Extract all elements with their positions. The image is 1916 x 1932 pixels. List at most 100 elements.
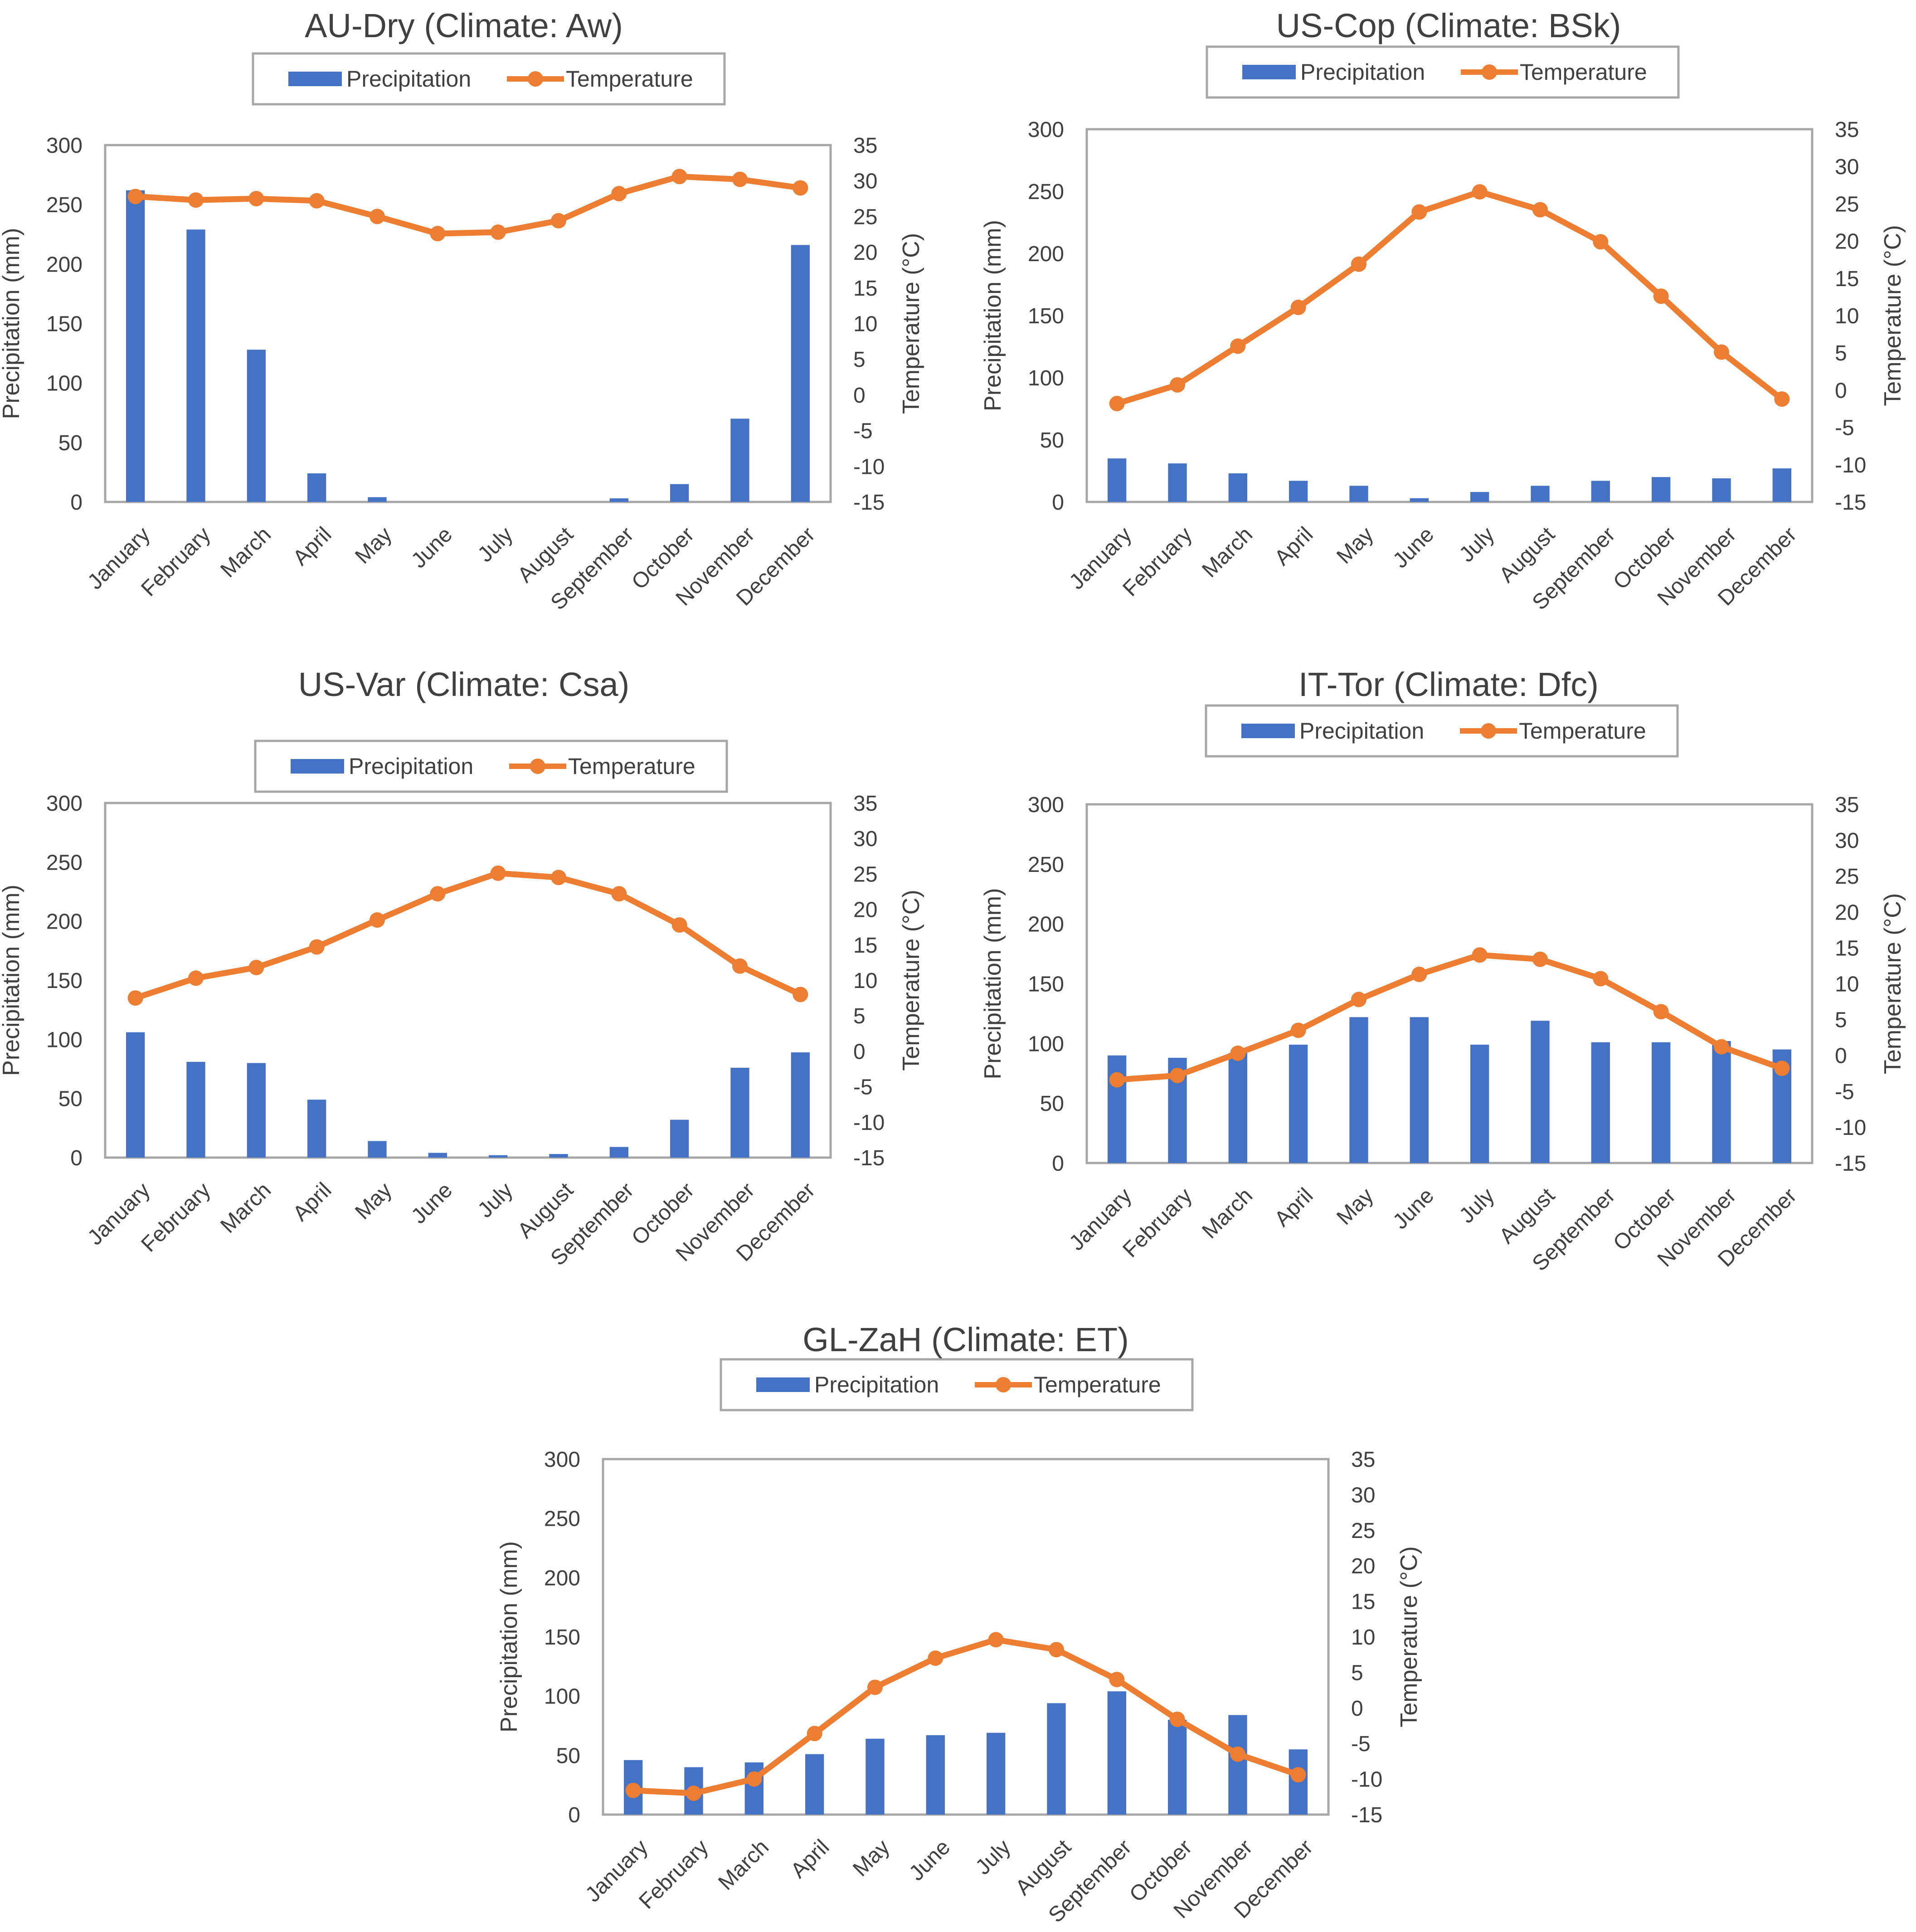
y-tick-label: 100 [1028, 1032, 1064, 1056]
temperature-point [1230, 338, 1246, 354]
y2-tick-label: 0 [853, 384, 866, 408]
y2-tick-label: -15 [853, 491, 885, 515]
precipitation-bar [489, 1155, 508, 1158]
precipitation-bar [987, 1732, 1006, 1815]
legend-precipitation-swatch [1241, 724, 1295, 738]
x-tick-label: July [1455, 522, 1499, 567]
y-tick-label: 50 [1040, 428, 1064, 453]
y2-tick-label: -10 [1835, 453, 1866, 477]
y2-tick-label: -5 [1835, 416, 1854, 440]
precipitation-bar [670, 1119, 689, 1158]
temperature-point [490, 224, 506, 240]
x-tick-label: July [971, 1835, 1016, 1879]
precipitation-bar [247, 1063, 266, 1158]
y2-tick-label: 20 [1835, 900, 1859, 925]
y2-tick-label: 15 [853, 934, 877, 958]
temperature-point [746, 1771, 762, 1787]
y2-tick-label: 35 [1835, 793, 1859, 817]
temperature-point [1653, 288, 1669, 304]
y2-tick-label: 10 [853, 969, 877, 993]
temperature-point [1230, 1045, 1246, 1061]
temperature-point [1109, 1072, 1125, 1088]
y2-tick-label: 0 [853, 1040, 866, 1064]
temperature-line [633, 1636, 1299, 1796]
y-tick-label: 150 [1028, 304, 1064, 328]
chart-title: GL-ZaH (Climate: ET) [802, 1321, 1129, 1358]
y-tick-label: 300 [544, 1448, 580, 1472]
precipitation-bar [1228, 1053, 1247, 1163]
legend: Precipitation Temperature [1206, 45, 1680, 99]
temperature-point [686, 1785, 701, 1801]
y-tick-label: 200 [46, 910, 83, 934]
precipitation-bar [1591, 1042, 1610, 1163]
legend-precipitation-swatch [291, 759, 344, 774]
temperature-point [1351, 256, 1366, 272]
precipitation-bar [1107, 1691, 1126, 1815]
temperature-point [430, 226, 446, 242]
temperature-point [793, 987, 808, 1002]
y2-tick-label: 30 [1835, 155, 1859, 179]
temperature-point [1593, 971, 1609, 987]
y2-tick-label: 20 [853, 241, 877, 265]
y-tick-label: 100 [544, 1685, 580, 1709]
y2-tick-label: 35 [853, 134, 877, 158]
temperature-point [430, 886, 446, 902]
x-tick-label: April [1270, 1183, 1318, 1231]
legend-temperature-marker [528, 71, 543, 87]
precipitation-bar [1289, 481, 1308, 502]
y-tick-label: 0 [70, 1146, 83, 1170]
legend: Precipitation Temperature [1205, 704, 1679, 758]
legend-temperature-label: Temperature [1034, 1372, 1161, 1397]
temperature-point [490, 865, 506, 881]
x-tick-label: July [473, 522, 518, 567]
chart-4: IT-Tor (Climate: Dfc) Precipitation Temper… [980, 666, 1906, 1276]
y2-tick-label: 25 [853, 205, 877, 229]
chart-title: AU-Dry (Climate: Aw) [305, 7, 623, 44]
precipitation-bar [1047, 1703, 1066, 1815]
y-tick-label: 300 [1028, 118, 1064, 142]
x-tick-label: April [288, 1178, 336, 1226]
precipitation-bar [926, 1735, 945, 1815]
temperature-point [611, 186, 627, 202]
legend-temperature-marker [996, 1377, 1011, 1392]
temperature-point [988, 1632, 1004, 1648]
precipitation-bar [1531, 486, 1550, 502]
chart-3: US-Var (Climate: Csa) Precipitation Temper… [0, 666, 924, 1270]
precipitation-bar [1410, 498, 1429, 502]
temperature-point [127, 990, 143, 1006]
temperature-point [1351, 992, 1366, 1007]
y2-tick-label: 0 [1351, 1697, 1363, 1721]
precipitation-bar [1531, 1021, 1550, 1163]
y2-tick-label: -5 [853, 1075, 873, 1100]
x-tick-label: May [350, 522, 397, 569]
y-axis-title: Precipitation (mm) [980, 888, 1006, 1080]
y2-tick-label: 5 [853, 348, 866, 372]
y2-tick-label: 30 [1351, 1483, 1375, 1507]
x-tick-label: June [1388, 522, 1439, 573]
temperature-point [807, 1726, 822, 1742]
precipitation-bar [1228, 1715, 1247, 1815]
legend-precipitation-label: Precipitation [1299, 718, 1424, 744]
temperature-point [732, 958, 748, 974]
plot-area [1085, 128, 1814, 503]
y2-tick-label: 25 [1835, 192, 1859, 216]
temperature-point [928, 1650, 943, 1666]
legend-temperature-marker [1481, 723, 1496, 739]
y-tick-label: 250 [46, 193, 83, 217]
temperature-point [1170, 377, 1185, 393]
precipitation-bar [428, 1153, 447, 1158]
precipitation-bar [1712, 478, 1731, 502]
precipitation-bar [1228, 473, 1247, 502]
y-axis-title: Precipitation (mm) [496, 1541, 522, 1732]
y-tick-label: 250 [46, 851, 83, 875]
legend-temperature-label: Temperature [568, 754, 695, 779]
temperature-point [309, 939, 325, 955]
legend-precipitation-label: Precipitation [349, 754, 473, 779]
plot-area [1085, 803, 1814, 1164]
precipitation-bar [1470, 1044, 1489, 1163]
precipitation-bar [609, 1147, 628, 1158]
y-tick-label: 50 [58, 431, 83, 455]
y2-tick-label: 20 [1835, 230, 1859, 254]
precipitation-bar [186, 229, 205, 502]
